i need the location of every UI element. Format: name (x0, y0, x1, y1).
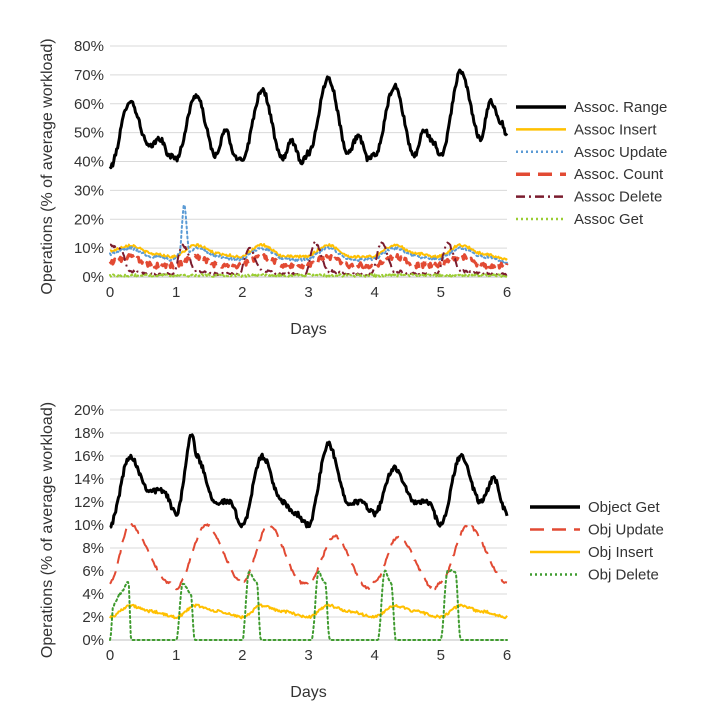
y-tick-label: 30% (74, 182, 104, 199)
x-tick-label: 3 (304, 284, 312, 301)
series-line-assoc-update (109, 204, 508, 265)
x-tick-label: 4 (370, 284, 378, 301)
series-line-obj-update (109, 522, 508, 591)
y-axis-label: Operations (% of average workload) (39, 402, 56, 658)
x-tick-label: 5 (437, 284, 445, 301)
x-tick-label: 4 (370, 647, 378, 664)
x-tick-label: 2 (238, 647, 246, 664)
y-tick-label: 70% (74, 67, 104, 84)
y-tick-label: 20% (74, 402, 104, 419)
legend-label: Obj Insert (588, 544, 654, 561)
y-tick-label: 10% (74, 240, 104, 257)
y-tick-label: 0% (82, 269, 104, 286)
x-tick-label: 5 (437, 647, 445, 664)
legend-label: Assoc Update (574, 144, 667, 161)
y-tick-label: 10% (74, 517, 104, 534)
x-tick-label: 6 (503, 284, 511, 301)
legend-label: Assoc Get (574, 211, 644, 228)
x-axis-label: Days (290, 684, 326, 701)
y-tick-label: 4% (82, 586, 104, 603)
x-tick-label: 6 (503, 647, 511, 664)
x-tick-label: 2 (238, 284, 246, 301)
y-tick-label: 18% (74, 425, 104, 442)
y-tick-label: 40% (74, 154, 104, 171)
legend-label: Assoc. Count (574, 166, 664, 183)
y-tick-label: 80% (74, 38, 104, 55)
chart-object-operations: 0% 2% 4% 6% 8% 10% 12% 14% 16% 18% 20% 0 1 2 3 4 5 6 Days O… (39, 402, 664, 701)
y-tick-label: 0% (82, 632, 104, 649)
x-axis-label: Days (290, 321, 326, 338)
series-line-object-get (109, 433, 509, 529)
y-tick-label: 8% (82, 540, 104, 557)
legend-label: Assoc. Range (574, 99, 667, 116)
y-tick-label: 60% (74, 96, 104, 113)
series-line-obj-delete (109, 569, 508, 641)
chart-assoc-operations: 0% 10% 20% 30% 40% 50% 60% 70% 80% 0 1 2 3 4 5 6 Days Ope… (39, 38, 667, 338)
y-tick-label: 14% (74, 471, 104, 488)
legend-label: Assoc Insert (574, 121, 657, 138)
series-line-assoc-count (108, 253, 509, 270)
y-axis-label: Operations (% of average workload) (39, 38, 56, 294)
x-tick-label: 0 (106, 647, 114, 664)
y-tick-label: 16% (74, 448, 104, 465)
series-line-assoc-get (109, 272, 508, 278)
series-line-obj-insert (109, 603, 508, 620)
x-tick-label: 1 (172, 647, 180, 664)
legend-label: Object Get (588, 499, 661, 516)
x-tick-label: 3 (304, 647, 312, 664)
legend-label: Obj Update (588, 522, 664, 539)
legend-label: Obj Delete (588, 567, 659, 584)
x-tick-label: 1 (172, 284, 180, 301)
y-tick-label: 12% (74, 494, 104, 511)
x-tick-label: 0 (106, 284, 114, 301)
series-line-assoc-delete (109, 240, 508, 277)
series-line-assoc-insert (109, 243, 508, 261)
legend-label: Assoc Delete (574, 189, 662, 206)
y-tick-label: 2% (82, 609, 104, 626)
y-tick-label: 20% (74, 211, 104, 228)
y-tick-label: 6% (82, 563, 104, 580)
y-tick-label: 50% (74, 125, 104, 142)
series-line-assoc-range (108, 68, 509, 170)
